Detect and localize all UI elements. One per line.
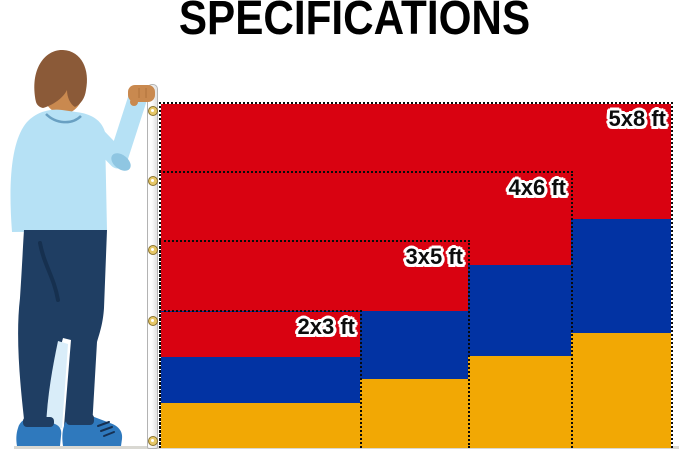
orange-stripe	[161, 402, 360, 448]
size-label-3x5: 3x5 ft	[405, 244, 463, 269]
person-hair	[34, 49, 88, 108]
person-shoes	[16, 414, 123, 446]
size-label-4x6: 4x6 ft	[508, 175, 566, 200]
elbow-shade	[111, 153, 131, 171]
person-collar	[45, 113, 82, 124]
grommet-icon	[148, 176, 158, 186]
person-hand	[128, 85, 155, 106]
size-label-2x3: 2x3 ft	[297, 314, 355, 339]
grommet-icon	[148, 316, 158, 326]
pants-crease	[38, 241, 60, 302]
grommet-icon	[148, 436, 158, 446]
grommet-icon	[148, 245, 158, 255]
person-pants	[18, 230, 107, 428]
red-stripe	[161, 242, 468, 311]
size-label-5x8: 5x8 ft	[608, 106, 666, 131]
page-title: SPECIFICATIONS	[178, 0, 531, 45]
shoe-stitches	[97, 421, 115, 437]
blue-stripe	[161, 357, 360, 403]
flag-size-2x3: 2x3 ft	[159, 310, 362, 448]
grommet-icon	[148, 106, 158, 116]
person-arm	[82, 87, 148, 169]
flag-pole	[147, 84, 158, 449]
leg-gap-highlight	[46, 341, 68, 428]
person-illustration	[10, 49, 155, 446]
red-stripe	[161, 312, 360, 358]
person-shirt	[10, 87, 148, 232]
